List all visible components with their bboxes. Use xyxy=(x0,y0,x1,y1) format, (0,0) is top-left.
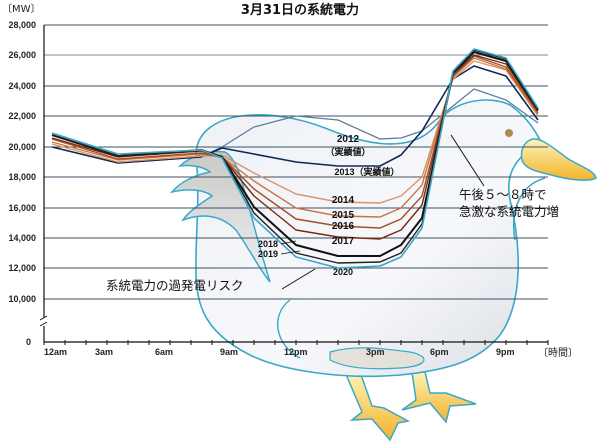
svg-text:3am: 3am xyxy=(95,347,113,357)
x-tick-labels: 12am 3am 6am 9am 12pm 3pm 6pm 9pm 〔時間〕 xyxy=(44,347,578,359)
svg-text:28,000: 28,000 xyxy=(8,20,36,30)
svg-text:2019: 2019 xyxy=(258,249,278,259)
x-ticks xyxy=(43,340,549,345)
svg-text:2015: 2015 xyxy=(332,210,355,221)
duck-bill xyxy=(520,138,597,181)
series-lines xyxy=(51,48,539,269)
line-2015 xyxy=(51,57,539,218)
svg-text:2017: 2017 xyxy=(332,236,355,247)
y-tick-labels: 28,000 26,000 24,000 22,000 20,000 18,00… xyxy=(8,20,36,347)
evening-ramp-label-1: 午後５～８時で xyxy=(459,187,547,202)
line-2020 xyxy=(51,48,539,269)
svg-text:22,000: 22,000 xyxy=(8,111,36,121)
svg-text:6pm: 6pm xyxy=(430,347,449,357)
svg-text:2016: 2016 xyxy=(332,221,355,232)
duck-lower-wing xyxy=(329,347,425,370)
svg-text:2018: 2018 xyxy=(258,239,278,249)
evening-ramp-label-2: 急激な系統電力増 xyxy=(459,204,559,219)
line-2014 xyxy=(51,60,539,204)
svg-text:10,000: 10,000 xyxy=(8,294,36,304)
svg-text:12am: 12am xyxy=(44,347,67,357)
overgeneration-risk-label: 系統電力の過発電リスク xyxy=(106,278,244,293)
svg-text:12pm: 12pm xyxy=(284,347,308,357)
duck-neck-line xyxy=(513,177,546,241)
series-labels: 2012 （実績値） 2013（実績値） 2014 2015 2016 2017… xyxy=(258,134,400,277)
svg-text:9pm: 9pm xyxy=(496,347,515,357)
y-axis-unit: 〔MW〕 xyxy=(2,3,41,15)
line-2016 xyxy=(51,55,539,229)
duck-left-foot xyxy=(343,371,411,442)
duck-eye xyxy=(505,129,513,137)
svg-text:（実績値）: （実績値） xyxy=(325,146,370,157)
svg-text:6am: 6am xyxy=(155,347,173,357)
svg-text:2014: 2014 xyxy=(332,195,355,206)
svg-text:3pm: 3pm xyxy=(366,347,385,357)
svg-text:20,000: 20,000 xyxy=(8,142,36,152)
svg-text:0: 0 xyxy=(26,337,31,347)
svg-text:26,000: 26,000 xyxy=(8,50,36,60)
duck-right-foot xyxy=(401,371,477,424)
chart-title: 3月31日の系統電力 xyxy=(241,2,359,18)
svg-text:9am: 9am xyxy=(220,347,238,357)
duck-wing xyxy=(170,150,271,283)
svg-text:2020: 2020 xyxy=(333,267,353,277)
annotations: 系統電力の過発電リスク 午後５～８時で 急激な系統電力増 xyxy=(106,134,559,293)
svg-text:18,000: 18,000 xyxy=(8,172,36,182)
svg-text:24,000: 24,000 xyxy=(8,81,36,91)
svg-text:16,000: 16,000 xyxy=(8,203,36,213)
duck-breast-line xyxy=(276,299,301,359)
svg-text:2013（実績値）: 2013（実績値） xyxy=(334,166,399,177)
x-axis-unit: 〔時間〕 xyxy=(538,347,578,359)
svg-text:2012: 2012 xyxy=(337,134,360,145)
svg-text:14,000: 14,000 xyxy=(8,233,36,243)
svg-text:12,000: 12,000 xyxy=(8,263,36,273)
